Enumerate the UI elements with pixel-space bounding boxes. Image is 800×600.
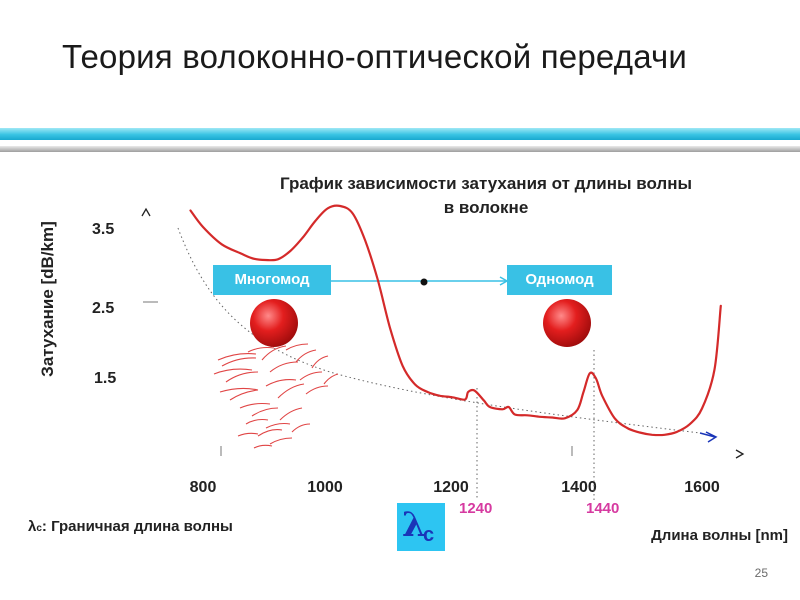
- y-tick-label: 2.5: [92, 300, 115, 317]
- title-rule-gray: [0, 146, 800, 152]
- y-axis-arrow-icon: [141, 207, 151, 217]
- lambda-c-subscript: c: [423, 524, 435, 546]
- ir-limit-arrow-icon: [699, 431, 718, 443]
- transition-dot: [420, 278, 428, 286]
- note-subscript: c: [36, 523, 42, 534]
- y-tick-label: 1.5: [94, 370, 117, 387]
- x-tick-label: 1000: [307, 479, 343, 496]
- chart-title: График зависимости затухания от длины во…: [206, 172, 766, 220]
- x-axis-arrow-icon: [735, 449, 745, 459]
- multimode-box: Многомод: [213, 265, 331, 295]
- x-tick-label: 1600: [684, 479, 720, 496]
- singlemode-sphere-icon: [543, 299, 591, 347]
- lambda-c-symbol: λ: [402, 505, 426, 545]
- lambda-marker-1440: 1440: [586, 500, 620, 517]
- slide-title: Теория волоконно-оптической передачи: [62, 38, 688, 75]
- x-tick-label: 1400: [561, 479, 597, 496]
- singlemode-box: Одномод: [507, 265, 612, 295]
- title-rule-cyan: [0, 128, 800, 140]
- y-tick-label: 3.5: [92, 221, 115, 238]
- note-lambda: λ: [28, 518, 37, 535]
- chart-title-line2: в волокне: [443, 198, 529, 217]
- lambda-marker-1240: 1240: [459, 500, 493, 517]
- attenuation-series-line: [189, 204, 722, 437]
- lambda-c-box: [397, 503, 445, 551]
- x-axis-label: Длина волны [nm]: [651, 527, 788, 544]
- chart-title-line1: График зависимости затухания от длины во…: [279, 174, 693, 193]
- x-tick-label: 1200: [433, 479, 469, 496]
- page-number: 25: [754, 566, 768, 580]
- cutoff-wavelength-note: λc: Граничная длина волны: [28, 518, 233, 535]
- multimode-rays-icon: [213, 343, 339, 449]
- multimode-sphere-icon: [250, 299, 298, 347]
- x-tick-label: 800: [189, 479, 217, 496]
- note-text: : Граничная длина волны: [41, 518, 233, 535]
